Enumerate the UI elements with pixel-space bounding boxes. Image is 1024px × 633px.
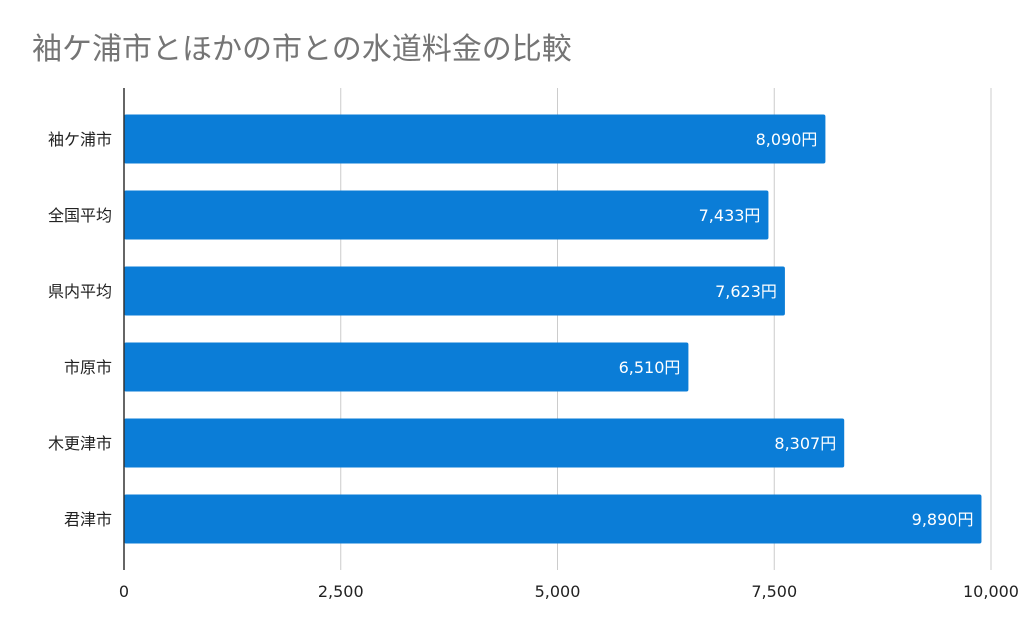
y-tick-label: 県内平均: [48, 282, 112, 301]
bar: [124, 418, 845, 468]
bar: [124, 266, 785, 316]
data-label: 9,890円: [912, 510, 974, 529]
bar: [124, 342, 689, 392]
data-label: 6,510円: [619, 358, 681, 377]
data-label: 7,623円: [715, 282, 777, 301]
bar: [124, 494, 982, 544]
x-tick-label: 2,500: [318, 582, 364, 601]
chart-title: 袖ケ浦市とほかの市との水道料金の比較: [32, 32, 572, 67]
y-tick-label: 木更津市: [48, 434, 112, 453]
x-tick-label: 7,500: [751, 582, 797, 601]
bar: [124, 190, 769, 240]
y-tick-label: 君津市: [64, 510, 112, 529]
bar: [124, 114, 826, 164]
data-label: 8,090円: [756, 130, 818, 149]
data-label: 8,307円: [774, 434, 836, 453]
x-tick-label: 5,000: [535, 582, 581, 601]
y-tick-label: 全国平均: [48, 206, 112, 225]
x-tick-label: 10,000: [963, 582, 1019, 601]
y-tick-label: 袖ケ浦市: [48, 130, 112, 149]
data-label: 7,433円: [699, 206, 761, 225]
y-tick-label: 市原市: [64, 358, 112, 377]
x-tick-label: 0: [119, 582, 129, 601]
